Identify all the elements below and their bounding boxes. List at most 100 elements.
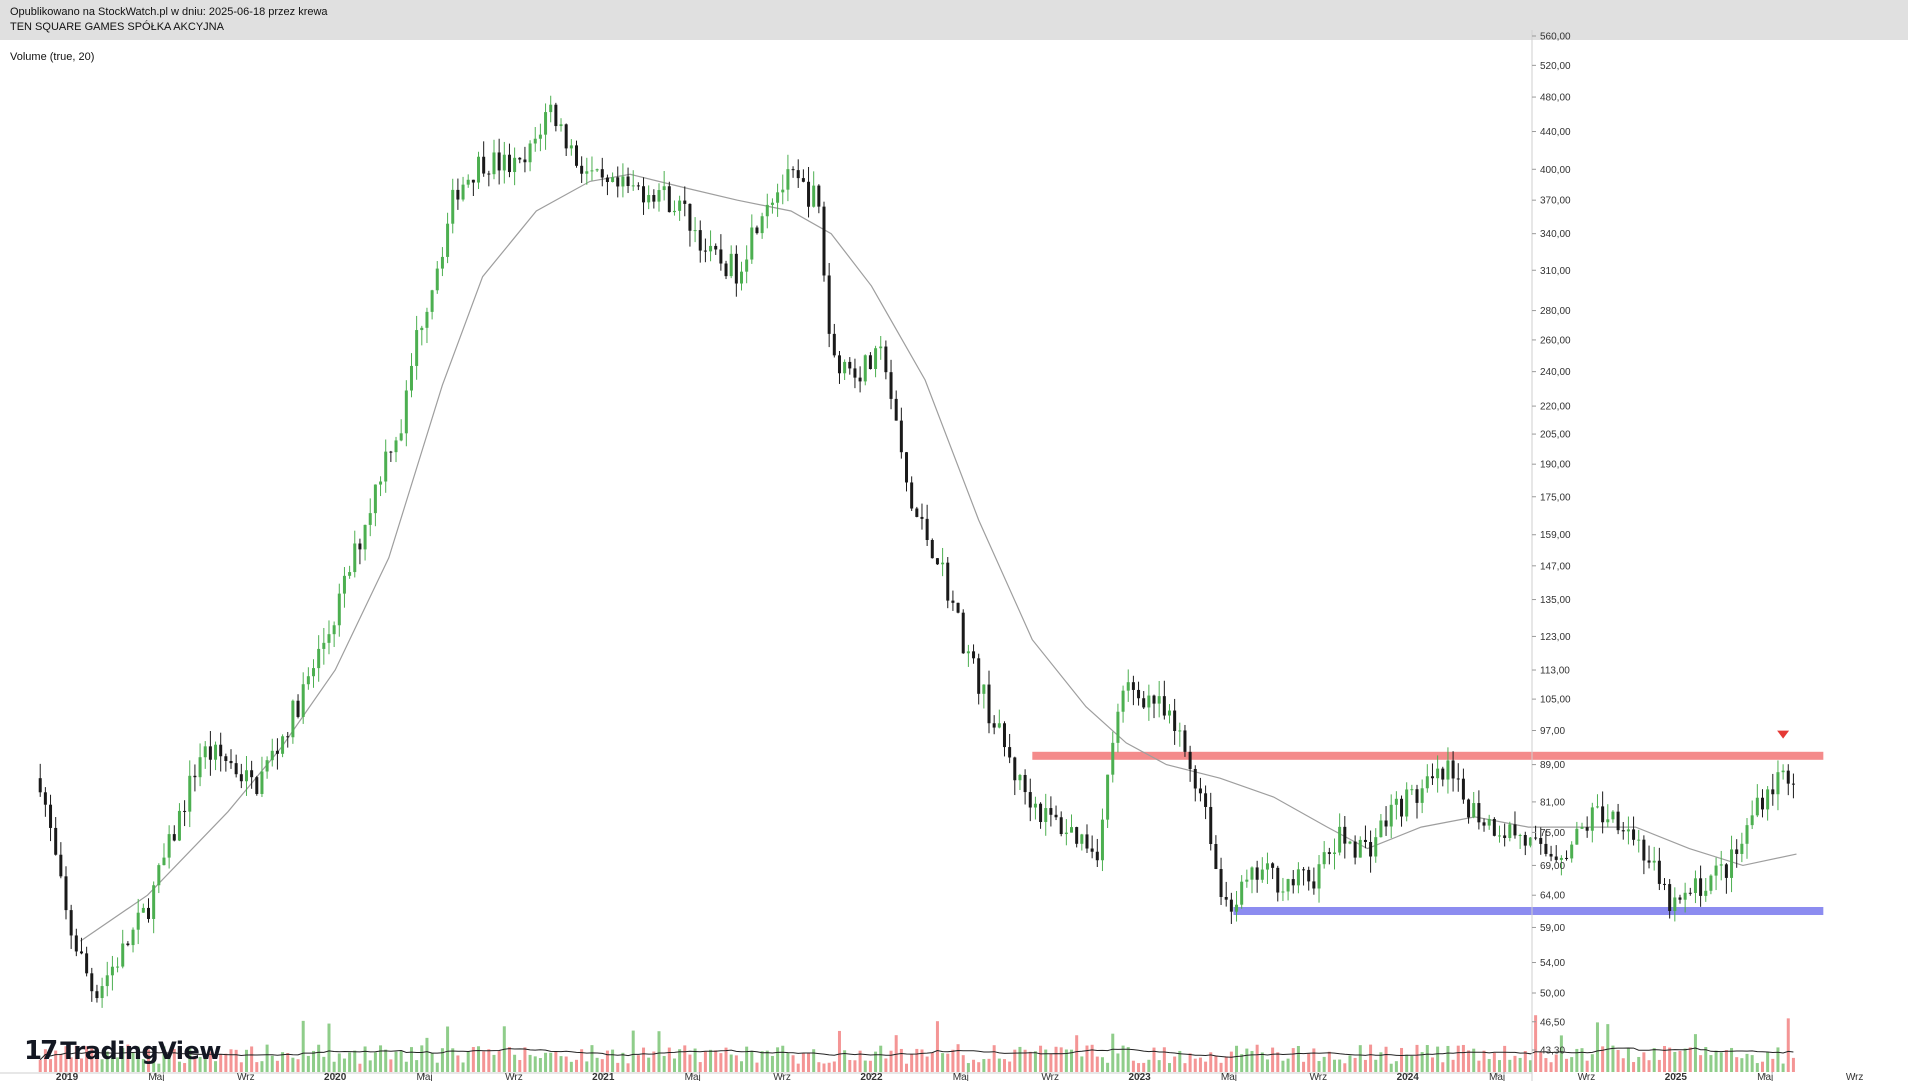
candle-body <box>941 562 945 565</box>
volume-bar <box>420 1045 424 1072</box>
volume-bar <box>745 1046 749 1072</box>
candle-body <box>368 513 372 525</box>
volume-bar <box>1183 1063 1187 1072</box>
time-axis[interactable]: 2019 Maj Wrz 2020 Maj Wrz 2021 Maj Wrz 2022 Maj Wrz… <box>0 1072 1863 1081</box>
candle-body <box>1374 837 1378 857</box>
volume-bar <box>1487 1059 1491 1072</box>
price-tick-label: 440,00 <box>1540 127 1571 138</box>
candle-body <box>1616 811 1620 831</box>
time-tick-label: 2020 <box>324 1072 347 1081</box>
candle-body <box>1245 879 1249 882</box>
candle-body <box>373 484 377 514</box>
candle-body <box>1363 839 1367 842</box>
price-tick-label: 159,00 <box>1540 530 1571 541</box>
candle-body <box>843 361 847 374</box>
candle-body <box>1002 723 1006 748</box>
volume-bar <box>456 1055 460 1072</box>
price-tick-label: 123,00 <box>1540 632 1571 643</box>
time-tick-label: 2019 <box>56 1072 79 1081</box>
price-tick-label: 240,00 <box>1540 367 1571 378</box>
candle-body <box>1621 830 1625 832</box>
candle-body <box>306 676 310 685</box>
volume-bar <box>910 1054 914 1072</box>
candle-body <box>920 516 924 519</box>
candle-body <box>172 834 176 841</box>
volume-bar <box>224 1053 228 1072</box>
price-axis[interactable]: 560,00 520,00 480,00 440,00 400,00 370,00 340,… <box>1531 30 1571 1081</box>
volume-indicator-label[interactable]: Volume (true, 20) <box>10 51 95 63</box>
volume-bar <box>1760 1061 1764 1072</box>
candle-body <box>750 227 754 260</box>
volume-bar <box>348 1052 352 1072</box>
candle-body <box>966 651 970 654</box>
candle-body <box>740 271 744 284</box>
sell-marker-icon <box>1777 730 1790 739</box>
candle-body <box>100 986 104 999</box>
price-tick-label: 220,00 <box>1540 402 1571 413</box>
candle-body <box>1451 760 1455 779</box>
volume-bar <box>1714 1050 1718 1072</box>
candle-body <box>915 508 919 517</box>
volume-bar <box>116 1057 120 1072</box>
volume-bar <box>38 1059 42 1072</box>
volume-bar <box>1286 1058 1290 1072</box>
volume-bar <box>1374 1059 1378 1072</box>
volume-bar <box>657 1031 661 1072</box>
volume-bar <box>162 1046 166 1072</box>
volume-bar <box>1400 1047 1404 1072</box>
candle-body <box>786 169 790 190</box>
volume-bar <box>1245 1048 1249 1072</box>
candle-body <box>1534 837 1538 839</box>
volume-bar <box>590 1045 594 1072</box>
price-tick-label: 75,00 <box>1540 828 1565 839</box>
volume-bar <box>1632 1062 1636 1072</box>
candle-body <box>415 330 419 366</box>
candle-body <box>1147 695 1151 708</box>
volume-bar <box>667 1047 671 1072</box>
volume-bar <box>1477 1060 1481 1072</box>
volume-bar <box>977 1062 981 1072</box>
volume-bar <box>1616 1049 1620 1072</box>
candle-body <box>879 346 883 349</box>
candle-body <box>1028 792 1032 808</box>
candle-body <box>910 482 914 509</box>
candle-body <box>54 827 58 855</box>
volume-bar <box>1606 1024 1610 1072</box>
volume-bar <box>1338 1059 1342 1072</box>
candle-body <box>868 355 872 370</box>
volume-bar <box>1008 1061 1012 1072</box>
candle-body <box>1070 827 1074 833</box>
candle-body <box>559 124 563 127</box>
candle-body <box>1580 827 1584 829</box>
candle-body <box>116 966 120 968</box>
volume-bar <box>435 1062 439 1072</box>
candle-body <box>1348 841 1352 844</box>
volume-bar <box>868 1060 872 1072</box>
volume-bar <box>1121 1045 1125 1072</box>
candle-body <box>1033 803 1037 808</box>
volume-bar <box>549 1052 553 1072</box>
candle-body <box>647 195 651 203</box>
candle-body <box>1302 869 1306 871</box>
candle-body <box>1018 774 1022 781</box>
volume-bar <box>1100 1057 1104 1072</box>
candle-body <box>1235 904 1239 912</box>
candle-body <box>1327 852 1331 854</box>
volume-bar <box>1322 1056 1326 1072</box>
candle-body <box>982 684 986 694</box>
candle-body <box>1668 884 1672 911</box>
volume-bar <box>528 1054 532 1072</box>
volume-bar <box>1776 1047 1780 1072</box>
candle-body <box>1250 867 1254 880</box>
volume-bar <box>1420 1052 1424 1072</box>
volume-bar <box>796 1063 800 1072</box>
candle-body <box>348 572 352 576</box>
volume-bar <box>853 1060 857 1072</box>
candle-body <box>384 451 388 482</box>
volume-bar <box>848 1059 852 1072</box>
candle-body <box>1054 814 1058 818</box>
volume-bar <box>997 1058 1001 1072</box>
volume-bar <box>440 1048 444 1072</box>
candle-body <box>74 935 78 952</box>
